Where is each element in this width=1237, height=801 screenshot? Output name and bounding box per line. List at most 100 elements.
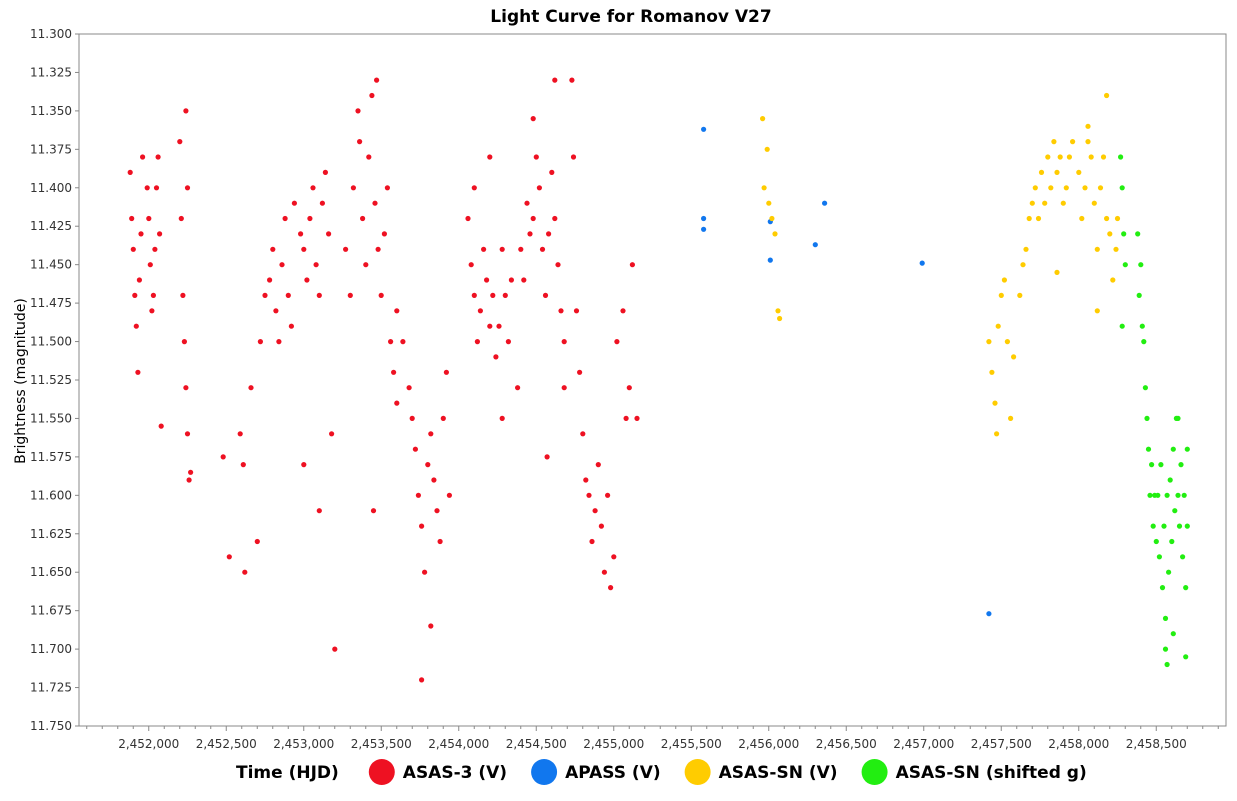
data-point bbox=[995, 323, 1001, 329]
data-point bbox=[279, 262, 285, 268]
data-point bbox=[919, 260, 925, 266]
y-axis: 11.300 11.325 11.350 11.375 11.400 11.425 11.4… bbox=[30, 27, 79, 733]
data-point bbox=[530, 116, 536, 122]
x-tick-label: 2,452,000 bbox=[118, 737, 179, 751]
data-point bbox=[394, 308, 400, 314]
data-point bbox=[986, 339, 992, 345]
data-point bbox=[369, 92, 375, 99]
data-point bbox=[310, 185, 316, 191]
data-point bbox=[1145, 446, 1152, 452]
data-point bbox=[181, 339, 187, 345]
data-point bbox=[1147, 492, 1153, 498]
data-point bbox=[313, 262, 319, 268]
data-point bbox=[1135, 231, 1141, 237]
x-axis-label: Time (HJD) bbox=[236, 763, 339, 783]
x-tick-label: 2,453,000 bbox=[273, 737, 334, 751]
data-point bbox=[992, 400, 998, 406]
data-point bbox=[1150, 523, 1156, 529]
legend-entry: ASAS-3 (V) bbox=[403, 763, 507, 783]
data-point bbox=[1159, 585, 1166, 591]
data-point bbox=[822, 200, 828, 206]
data-point bbox=[1118, 154, 1124, 160]
data-point bbox=[539, 246, 546, 252]
legend-marker bbox=[684, 759, 711, 785]
data-point bbox=[766, 200, 772, 206]
data-point bbox=[1183, 585, 1189, 591]
y-tick-label: 11.675 bbox=[30, 604, 72, 618]
data-point bbox=[465, 215, 471, 222]
data-point bbox=[1017, 292, 1023, 298]
data-point bbox=[1139, 323, 1145, 329]
data-point bbox=[502, 292, 508, 298]
data-point bbox=[573, 308, 580, 314]
data-point bbox=[1070, 139, 1076, 145]
data-point bbox=[1054, 269, 1060, 275]
y-tick-label: 11.400 bbox=[30, 181, 72, 195]
data-point bbox=[1176, 523, 1183, 529]
legend: Time (HJD) ASAS-3 (V) APASS (V) ASAS-SN (V… bbox=[236, 759, 1087, 785]
data-point bbox=[1175, 415, 1181, 421]
data-point bbox=[1060, 200, 1066, 206]
data-point bbox=[319, 200, 325, 206]
data-point bbox=[127, 169, 133, 175]
data-point bbox=[1020, 262, 1026, 268]
data-point bbox=[477, 308, 483, 314]
data-point bbox=[629, 262, 636, 268]
data-point bbox=[484, 277, 490, 283]
data-point bbox=[1158, 462, 1164, 468]
data-point bbox=[150, 292, 156, 298]
data-point bbox=[608, 585, 614, 591]
data-point bbox=[220, 454, 226, 460]
data-point bbox=[546, 231, 552, 237]
data-point bbox=[446, 492, 452, 498]
data-point bbox=[1082, 185, 1088, 191]
data-point bbox=[1180, 554, 1186, 560]
data-point bbox=[994, 431, 1000, 437]
data-point bbox=[493, 354, 499, 360]
data-point bbox=[326, 231, 332, 237]
data-point bbox=[1100, 154, 1107, 160]
data-point bbox=[487, 323, 493, 329]
data-point bbox=[1094, 308, 1100, 314]
data-point bbox=[406, 385, 412, 391]
data-point bbox=[1079, 215, 1085, 222]
data-point bbox=[1119, 185, 1125, 191]
data-point bbox=[370, 508, 377, 514]
data-point bbox=[1178, 462, 1184, 468]
y-tick-label: 11.525 bbox=[30, 373, 72, 387]
data-point bbox=[569, 77, 575, 83]
x-tick-label: 2,453,500 bbox=[351, 737, 412, 751]
series-asas-3-v bbox=[127, 77, 640, 683]
data-point bbox=[149, 308, 155, 314]
data-point bbox=[248, 385, 254, 391]
data-point bbox=[1097, 185, 1104, 191]
data-point bbox=[394, 400, 400, 406]
data-point bbox=[257, 339, 263, 345]
data-point bbox=[412, 446, 418, 452]
data-point bbox=[620, 308, 626, 314]
y-tick-label: 11.375 bbox=[30, 142, 72, 156]
data-point bbox=[1184, 446, 1190, 452]
data-point bbox=[332, 646, 338, 652]
plot-area-frame bbox=[78, 33, 1227, 727]
data-point bbox=[270, 246, 276, 252]
data-point bbox=[1170, 446, 1176, 452]
data-point bbox=[536, 185, 543, 191]
data-point bbox=[471, 185, 477, 191]
data-point bbox=[146, 215, 152, 222]
data-point bbox=[409, 415, 415, 421]
x-tick-label: 2,456,500 bbox=[816, 737, 877, 751]
y-tick-label: 11.350 bbox=[30, 104, 72, 118]
data-point bbox=[1155, 492, 1161, 498]
data-point bbox=[136, 277, 142, 283]
data-point bbox=[298, 231, 304, 237]
data-point bbox=[1144, 415, 1150, 421]
data-point bbox=[508, 277, 514, 283]
data-point bbox=[605, 492, 611, 498]
y-tick-label: 11.700 bbox=[30, 642, 72, 656]
legend-marker bbox=[531, 759, 558, 785]
data-point bbox=[1169, 538, 1175, 545]
data-point bbox=[366, 154, 372, 160]
data-point bbox=[1066, 154, 1072, 160]
data-point bbox=[499, 415, 505, 421]
